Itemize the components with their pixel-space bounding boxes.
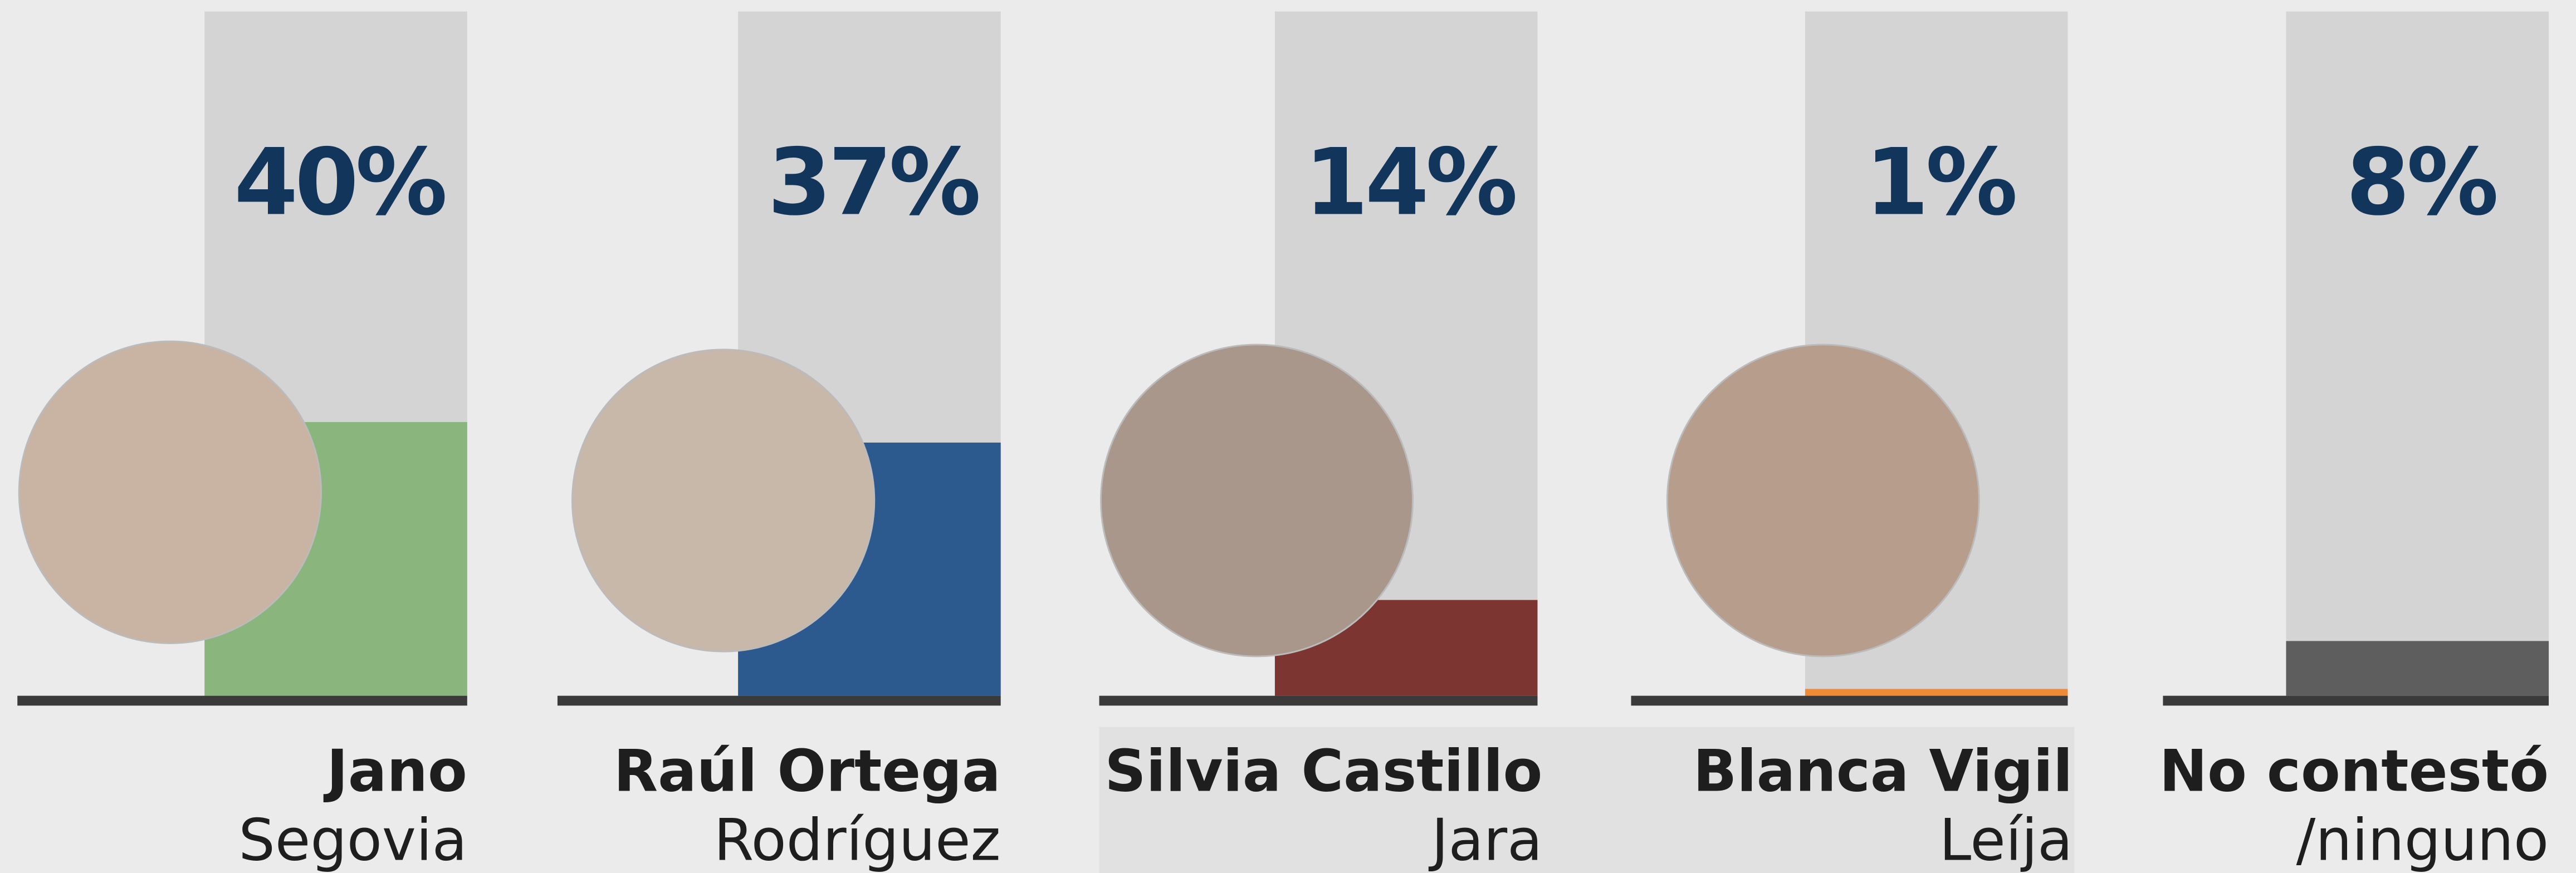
value-label: 1% <box>1865 129 2015 236</box>
candidate-name: Silvia Castillo <box>1104 738 1542 805</box>
candidate-surname: Segovia <box>238 807 467 873</box>
bar <box>1805 689 2068 695</box>
value-label: 8% <box>2346 129 2496 236</box>
column-background <box>2286 12 2549 696</box>
candidate-surname: /ninguno <box>2296 807 2549 873</box>
candidate-photo <box>19 341 321 643</box>
baseline <box>17 696 467 706</box>
candidate-photo <box>1101 345 1413 656</box>
candidate-name: Raúl Ortega <box>614 738 1001 805</box>
value-label: 14% <box>1304 129 1516 236</box>
candidate-surname: Jara <box>1428 807 1542 873</box>
candidate-name: Jano <box>324 738 467 805</box>
value-label: 40% <box>234 129 445 236</box>
candidate-surname: Rodríguez <box>714 807 1001 873</box>
candidate-photo <box>1667 345 1979 656</box>
baseline <box>1631 696 2068 706</box>
baseline <box>2163 696 2549 706</box>
baseline <box>558 696 1001 706</box>
candidate-photo <box>572 350 874 651</box>
candidate-name: No contestó <box>2159 738 2549 805</box>
baseline <box>1099 696 1538 706</box>
page: 40% JanoSegovia 37% Raúl OrtegaRodríguez 14%… <box>0 0 2576 873</box>
chart: 40% JanoSegovia 37% Raúl OrtegaRodríguez 14%… <box>0 0 2576 873</box>
value-label: 37% <box>768 129 979 236</box>
bar <box>2286 641 2549 695</box>
candidate-name: Blanca Vigil <box>1693 738 2073 805</box>
candidate-surname: Leíja <box>1939 807 2073 873</box>
